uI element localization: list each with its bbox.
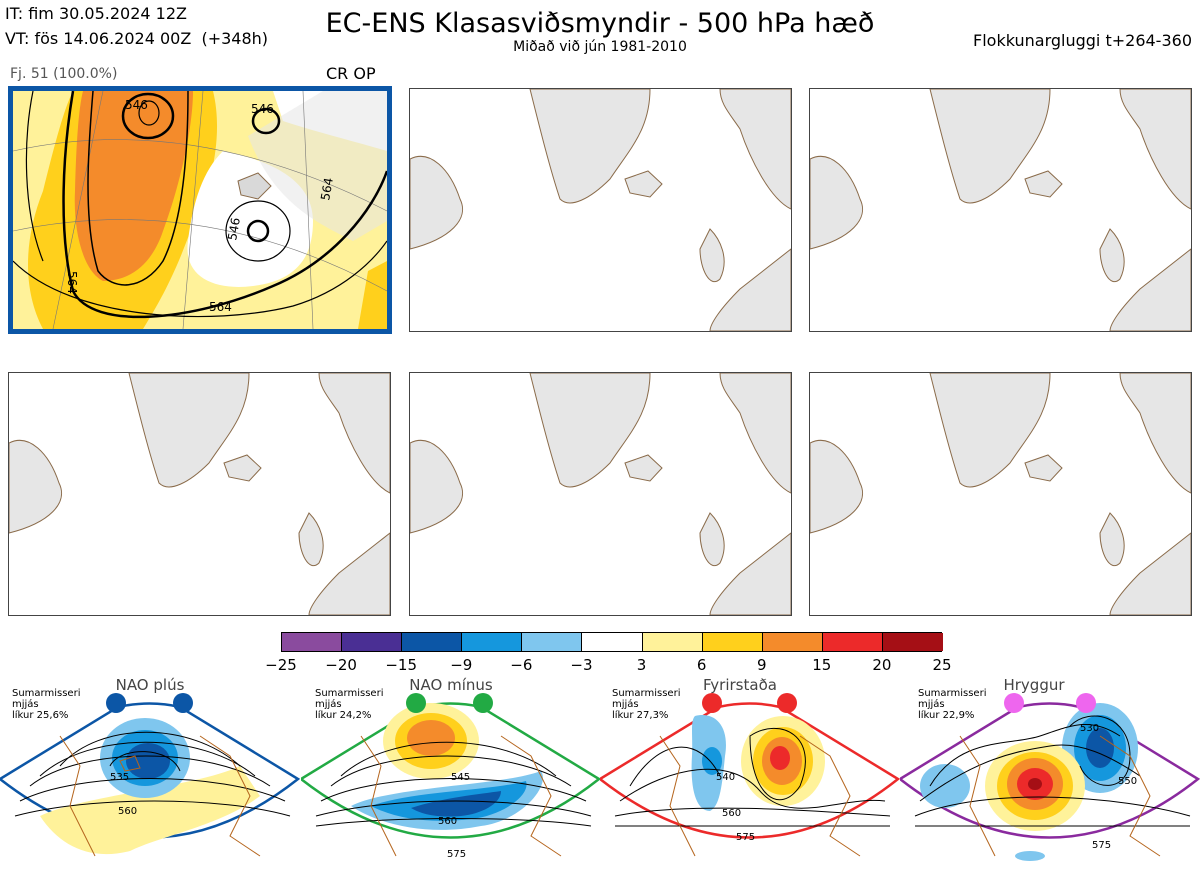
cluster-map-1: 546 546 564 564 546 564 xyxy=(13,91,387,329)
regime-panel-ridge[interactable]: 530 550 575 Hryggur Sumarmisseri mjjás l… xyxy=(900,676,1200,871)
regime-months: mjjás xyxy=(612,699,639,710)
cluster-panel-3[interactable] xyxy=(809,88,1192,332)
regime-name: NAO plús xyxy=(115,676,185,694)
regime-season: Sumarmisseri xyxy=(315,688,384,699)
regime-months: mjjás xyxy=(12,699,39,710)
regime-dot xyxy=(702,693,722,713)
contour-label: 564 xyxy=(209,300,232,314)
colorbar-cell xyxy=(282,633,343,651)
colorbar-cell xyxy=(582,633,643,651)
contour-label: 546 xyxy=(225,217,243,242)
classification-window: Flokkunargluggi t+264-360 xyxy=(973,31,1192,50)
regime-map: 535 560 xyxy=(0,702,300,857)
regime-season: Sumarmisseri xyxy=(612,688,681,699)
colorbar-cell xyxy=(522,633,583,651)
cluster-map-4 xyxy=(9,373,390,615)
regime-contour-label: 545 xyxy=(451,772,470,783)
colorbar-tick-label: −15 xyxy=(385,656,417,674)
colorbar-tick-label: −9 xyxy=(450,656,473,674)
colorbar-tick-label: −25 xyxy=(265,656,297,674)
colorbar-cell xyxy=(762,633,823,651)
regime-dot xyxy=(473,693,493,713)
regime-months: mjjás xyxy=(918,699,945,710)
colorbar xyxy=(281,632,943,652)
regime-dot xyxy=(106,693,126,713)
contour-label: 564 xyxy=(318,177,336,202)
regime-map: 540 560 575 xyxy=(600,702,900,857)
regime-dot xyxy=(777,693,797,713)
colorbar-tick-label: 15 xyxy=(812,656,832,674)
cluster-panel-1[interactable]: 546 546 564 564 546 564 xyxy=(8,86,392,334)
colorbar-cell xyxy=(462,633,523,651)
cluster-map-2 xyxy=(410,89,791,331)
regime-name: NAO mínus xyxy=(409,676,493,694)
regime-info: Sumarmisseri mjjás líkur 24,2% xyxy=(315,688,383,721)
regime-contour-label: 575 xyxy=(736,832,755,843)
colorbar-tick-label: −3 xyxy=(570,656,593,674)
cluster-panel-2[interactable] xyxy=(409,88,792,332)
colorbar-tick-label: 6 xyxy=(696,656,707,674)
contour-label: 564 xyxy=(65,271,79,294)
regime-season: Sumarmisseri xyxy=(918,688,987,699)
colorbar-cell xyxy=(642,633,703,651)
regime-contour-label: 535 xyxy=(110,772,129,783)
cluster-map-5 xyxy=(410,373,791,615)
regime-contour-label: 560 xyxy=(722,808,741,819)
cluster-panel-4[interactable] xyxy=(8,372,391,616)
initial-time: IT: fim 30.05.2024 12Z xyxy=(5,4,187,23)
regime-panel-nao-minus[interactable]: 545 560 575 NAO mínus Sumarmisseri mjjás… xyxy=(301,676,601,871)
regime-name: Hryggur xyxy=(1003,676,1065,694)
valid-time: VT: fös 14.06.2024 00Z (+348h) xyxy=(5,29,269,48)
regime-dot xyxy=(1076,693,1096,713)
regime-months: mjjás xyxy=(315,699,342,710)
colorbar-cell xyxy=(702,633,763,651)
regime-contour-label: 540 xyxy=(716,772,735,783)
regime-map: 545 560 575 xyxy=(301,702,601,860)
cluster-map-6 xyxy=(810,373,1191,615)
regime-probability: líkur 22,9% xyxy=(918,710,975,721)
page-title: EC-ENS Klasasviðsmyndir - 500 hPa hæð xyxy=(325,8,875,39)
regime-dot xyxy=(173,693,193,713)
regime-info: Sumarmisseri mjjás líkur 27,3% xyxy=(612,688,680,721)
colorbar-tick-label: 20 xyxy=(872,656,892,674)
colorbar-cell xyxy=(402,633,463,651)
contour-label: 546 xyxy=(251,102,274,116)
regime-info: Sumarmisseri mjjás líkur 22,9% xyxy=(918,688,986,721)
cluster-panel-5[interactable] xyxy=(409,372,792,616)
colorbar-cell xyxy=(342,633,403,651)
colorbar-tick-label: 25 xyxy=(932,656,952,674)
regime-season: Sumarmisseri xyxy=(12,688,81,699)
regime-info: Sumarmisseri mjjás líkur 25,6% xyxy=(12,688,80,721)
colorbar-cell xyxy=(822,633,883,651)
regime-probability: líkur 25,6% xyxy=(12,710,69,721)
regime-probability: líkur 27,3% xyxy=(612,710,669,721)
regime-contour-label: 575 xyxy=(1092,840,1111,851)
colorbar-tick-label: 3 xyxy=(636,656,647,674)
colorbar-tick-label: 9 xyxy=(756,656,767,674)
regime-probability: líkur 24,2% xyxy=(315,710,372,721)
cluster-panel-6[interactable] xyxy=(809,372,1192,616)
member-count-label: Fj. 51 (100.0%) xyxy=(10,66,118,82)
colorbar-tick-label: −6 xyxy=(510,656,533,674)
regime-dot xyxy=(406,693,426,713)
page-subtitle: Miðað við jún 1981-2010 xyxy=(513,39,687,55)
regime-contour-label: 560 xyxy=(118,806,137,817)
regime-panel-nao-plus[interactable]: 535 560 NAO plús Sumarmisseri mjjás líku… xyxy=(0,676,300,871)
regime-contour-label: 530 xyxy=(1080,723,1099,734)
regime-contour-label: 560 xyxy=(438,816,457,827)
regime-map: 530 550 575 xyxy=(900,702,1200,861)
colorbar-tick-label: −20 xyxy=(325,656,357,674)
regime-contour-label: 550 xyxy=(1118,776,1137,787)
regime-panel-blocking[interactable]: 540 560 575 Fyrirstaða Sumarmisseri mjjá… xyxy=(600,676,900,871)
colorbar-cell xyxy=(882,633,943,651)
regime-name: Fyrirstaða xyxy=(703,676,777,694)
cluster-map-3 xyxy=(810,89,1191,331)
regime-dot xyxy=(1004,693,1024,713)
contour-label: 546 xyxy=(125,98,148,112)
regime-contour-label: 575 xyxy=(447,849,466,860)
cr-op-label: CR OP xyxy=(326,64,376,83)
